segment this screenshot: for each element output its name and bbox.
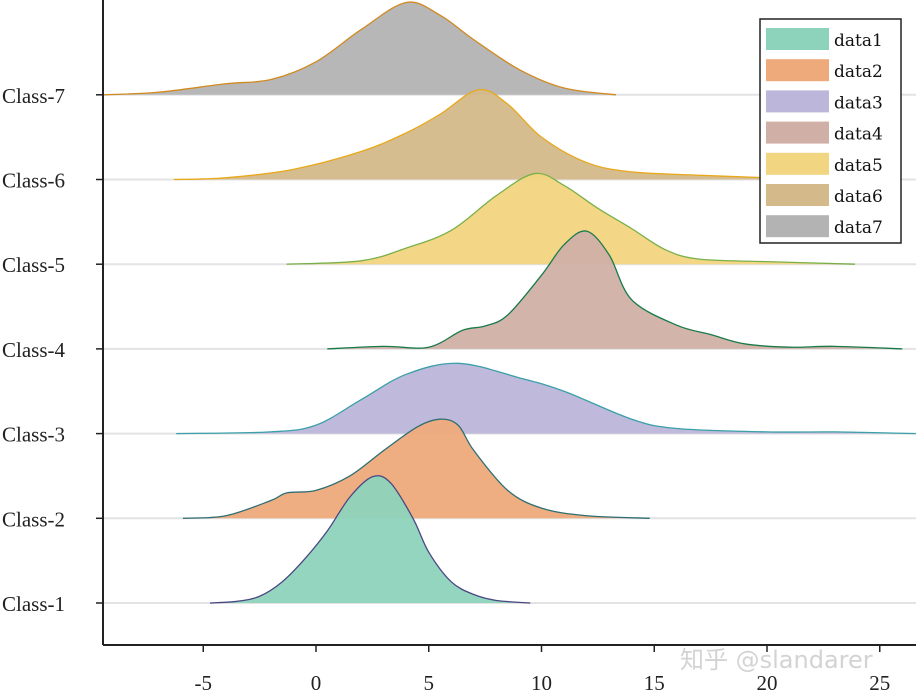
x-tick-label: 10: [531, 671, 552, 693]
ridge-fill-data3: [176, 363, 916, 434]
ridge-fill-data1: [210, 475, 531, 603]
ridge-fill-data2: [182, 419, 650, 519]
legend-label-data2: data2: [834, 62, 883, 82]
y-tick-label: Class-3: [2, 423, 65, 447]
x-tick-label: 0: [311, 671, 322, 693]
ridge-line-data6: [173, 88, 790, 181]
watermark: 知乎 @slandarer: [680, 646, 873, 674]
legend-label-data4: data4: [834, 125, 883, 145]
legend-swatch-data2: [766, 59, 829, 82]
ridge-fill-data4: [327, 230, 903, 349]
legend-swatch-data1: [766, 28, 829, 50]
legend-swatch-data4: [766, 121, 829, 144]
ridge-line-data3: [176, 362, 916, 435]
legend-swatch-data6: [766, 184, 829, 206]
x-tick-label: 5: [424, 671, 435, 693]
y-tick-label: Class-7: [2, 84, 65, 108]
y-tick-label: Class-2: [2, 507, 65, 531]
legend-label-data1: data1: [834, 31, 883, 51]
ridge-line-data2: [182, 418, 650, 519]
legend-label-data6: data6: [834, 187, 883, 207]
legend-swatch-data7: [766, 215, 829, 238]
legend-label-data3: data3: [834, 93, 883, 113]
x-tick-label: 15: [644, 671, 665, 693]
legend-label-data7: data7: [834, 218, 883, 238]
ridge-line-data5: [286, 172, 855, 265]
x-tick-label: -5: [195, 671, 213, 693]
x-tick-label: 25: [869, 671, 890, 693]
ridge-line-data7: [102, 1, 616, 96]
y-tick-label: Class-4: [2, 338, 66, 362]
legend-swatch-data3: [766, 90, 829, 113]
legend-swatch-data5: [766, 152, 829, 175]
ridge-line-data4: [327, 230, 903, 350]
y-tick-label: Class-1: [2, 592, 65, 616]
ridge-fill-data6: [173, 89, 790, 180]
y-tick-label: Class-6: [2, 169, 65, 193]
ridge-fill-data5: [286, 173, 855, 265]
ridge-fill-data7: [102, 2, 616, 95]
ridge-line-data1: [209, 475, 531, 604]
y-tick-label: Class-5: [2, 253, 65, 277]
legend-label-data5: data5: [834, 156, 883, 176]
x-tick-label: 20: [757, 671, 778, 693]
